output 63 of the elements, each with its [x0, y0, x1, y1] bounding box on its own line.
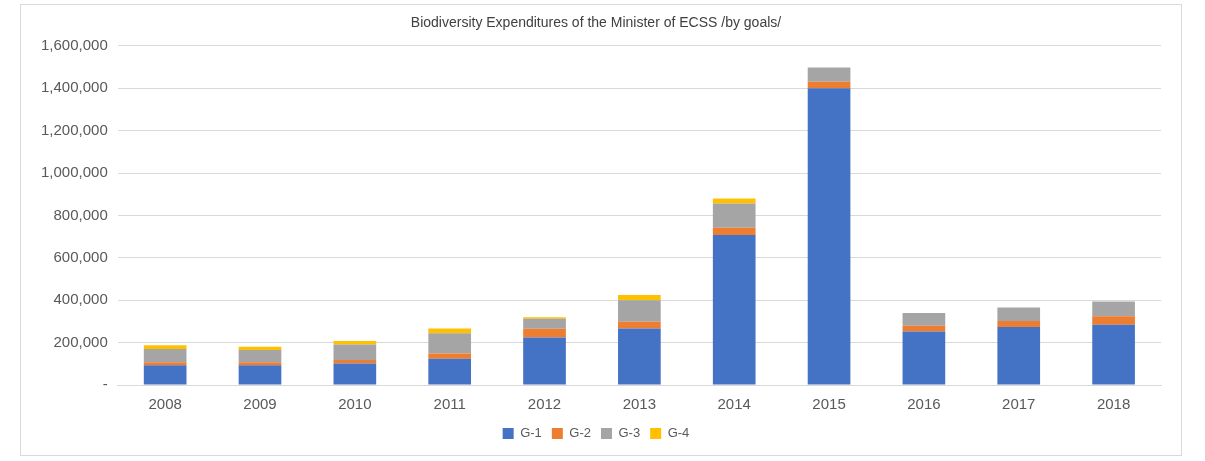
bar	[1092, 316, 1135, 325]
y-tick-label: 1,400,000	[41, 78, 108, 96]
bar	[238, 362, 282, 366]
bar	[712, 234, 756, 385]
legend-label: G-3	[618, 425, 641, 441]
bar	[807, 88, 851, 385]
legend-label: G-2	[569, 425, 591, 441]
x-tick-label: 2011	[433, 395, 466, 413]
bar	[428, 328, 472, 334]
y-tick-label: -	[102, 375, 108, 393]
bar	[712, 203, 756, 228]
legend-label: G-1	[520, 425, 542, 441]
bar	[618, 300, 661, 322]
bar	[902, 331, 946, 385]
y-tick-label: 1,000,000	[41, 163, 108, 181]
bar	[712, 227, 756, 235]
x-tick-label: 2013	[622, 395, 657, 413]
bar	[523, 328, 566, 338]
x-tick-label: 2008	[148, 395, 182, 413]
bar	[618, 328, 661, 385]
bar	[143, 348, 187, 363]
y-tick-label: 800,000	[53, 205, 108, 223]
x-tick-label: 2018	[1096, 395, 1131, 413]
bar	[333, 363, 377, 385]
bar	[523, 318, 566, 329]
bar	[143, 362, 187, 366]
bar	[807, 81, 851, 89]
bar	[238, 365, 282, 385]
bar	[238, 346, 282, 351]
bar	[333, 344, 377, 360]
y-tick-label: 200,000	[53, 332, 108, 350]
bar	[902, 312, 946, 326]
y-tick-label: 1,600,000	[41, 35, 108, 53]
bar	[902, 325, 946, 332]
legend-label: G-4	[667, 425, 690, 441]
x-tick-label: 2015	[812, 395, 846, 413]
y-tick-label: 1,200,000	[41, 120, 108, 138]
x-tick-label: 2010	[338, 395, 372, 413]
bar	[143, 345, 187, 349]
bar	[712, 198, 756, 204]
bar	[807, 67, 851, 82]
bar	[997, 307, 1041, 321]
y-tick-label: 600,000	[53, 247, 108, 265]
bar	[143, 365, 187, 385]
x-tick-label: 2016	[907, 395, 941, 413]
bar	[618, 321, 661, 329]
bar	[1092, 324, 1135, 385]
bar	[333, 341, 377, 345]
bar	[428, 333, 472, 354]
bar	[523, 337, 566, 385]
bar	[428, 358, 472, 385]
y-tick-label: 400,000	[53, 290, 108, 308]
x-tick-label: 2014	[717, 395, 751, 413]
x-tick-label: 2017	[1002, 395, 1036, 413]
bar	[997, 320, 1041, 327]
x-tick-label: 2012	[527, 395, 562, 413]
x-tick-label: 2009	[243, 395, 277, 413]
bar	[428, 353, 472, 359]
bar	[618, 295, 661, 301]
bar	[1092, 301, 1135, 317]
bar	[997, 326, 1041, 385]
bar	[238, 350, 282, 363]
chart-title: Biodiversity Expenditures of the Minister of ECSS /by goals/	[410, 14, 782, 31]
